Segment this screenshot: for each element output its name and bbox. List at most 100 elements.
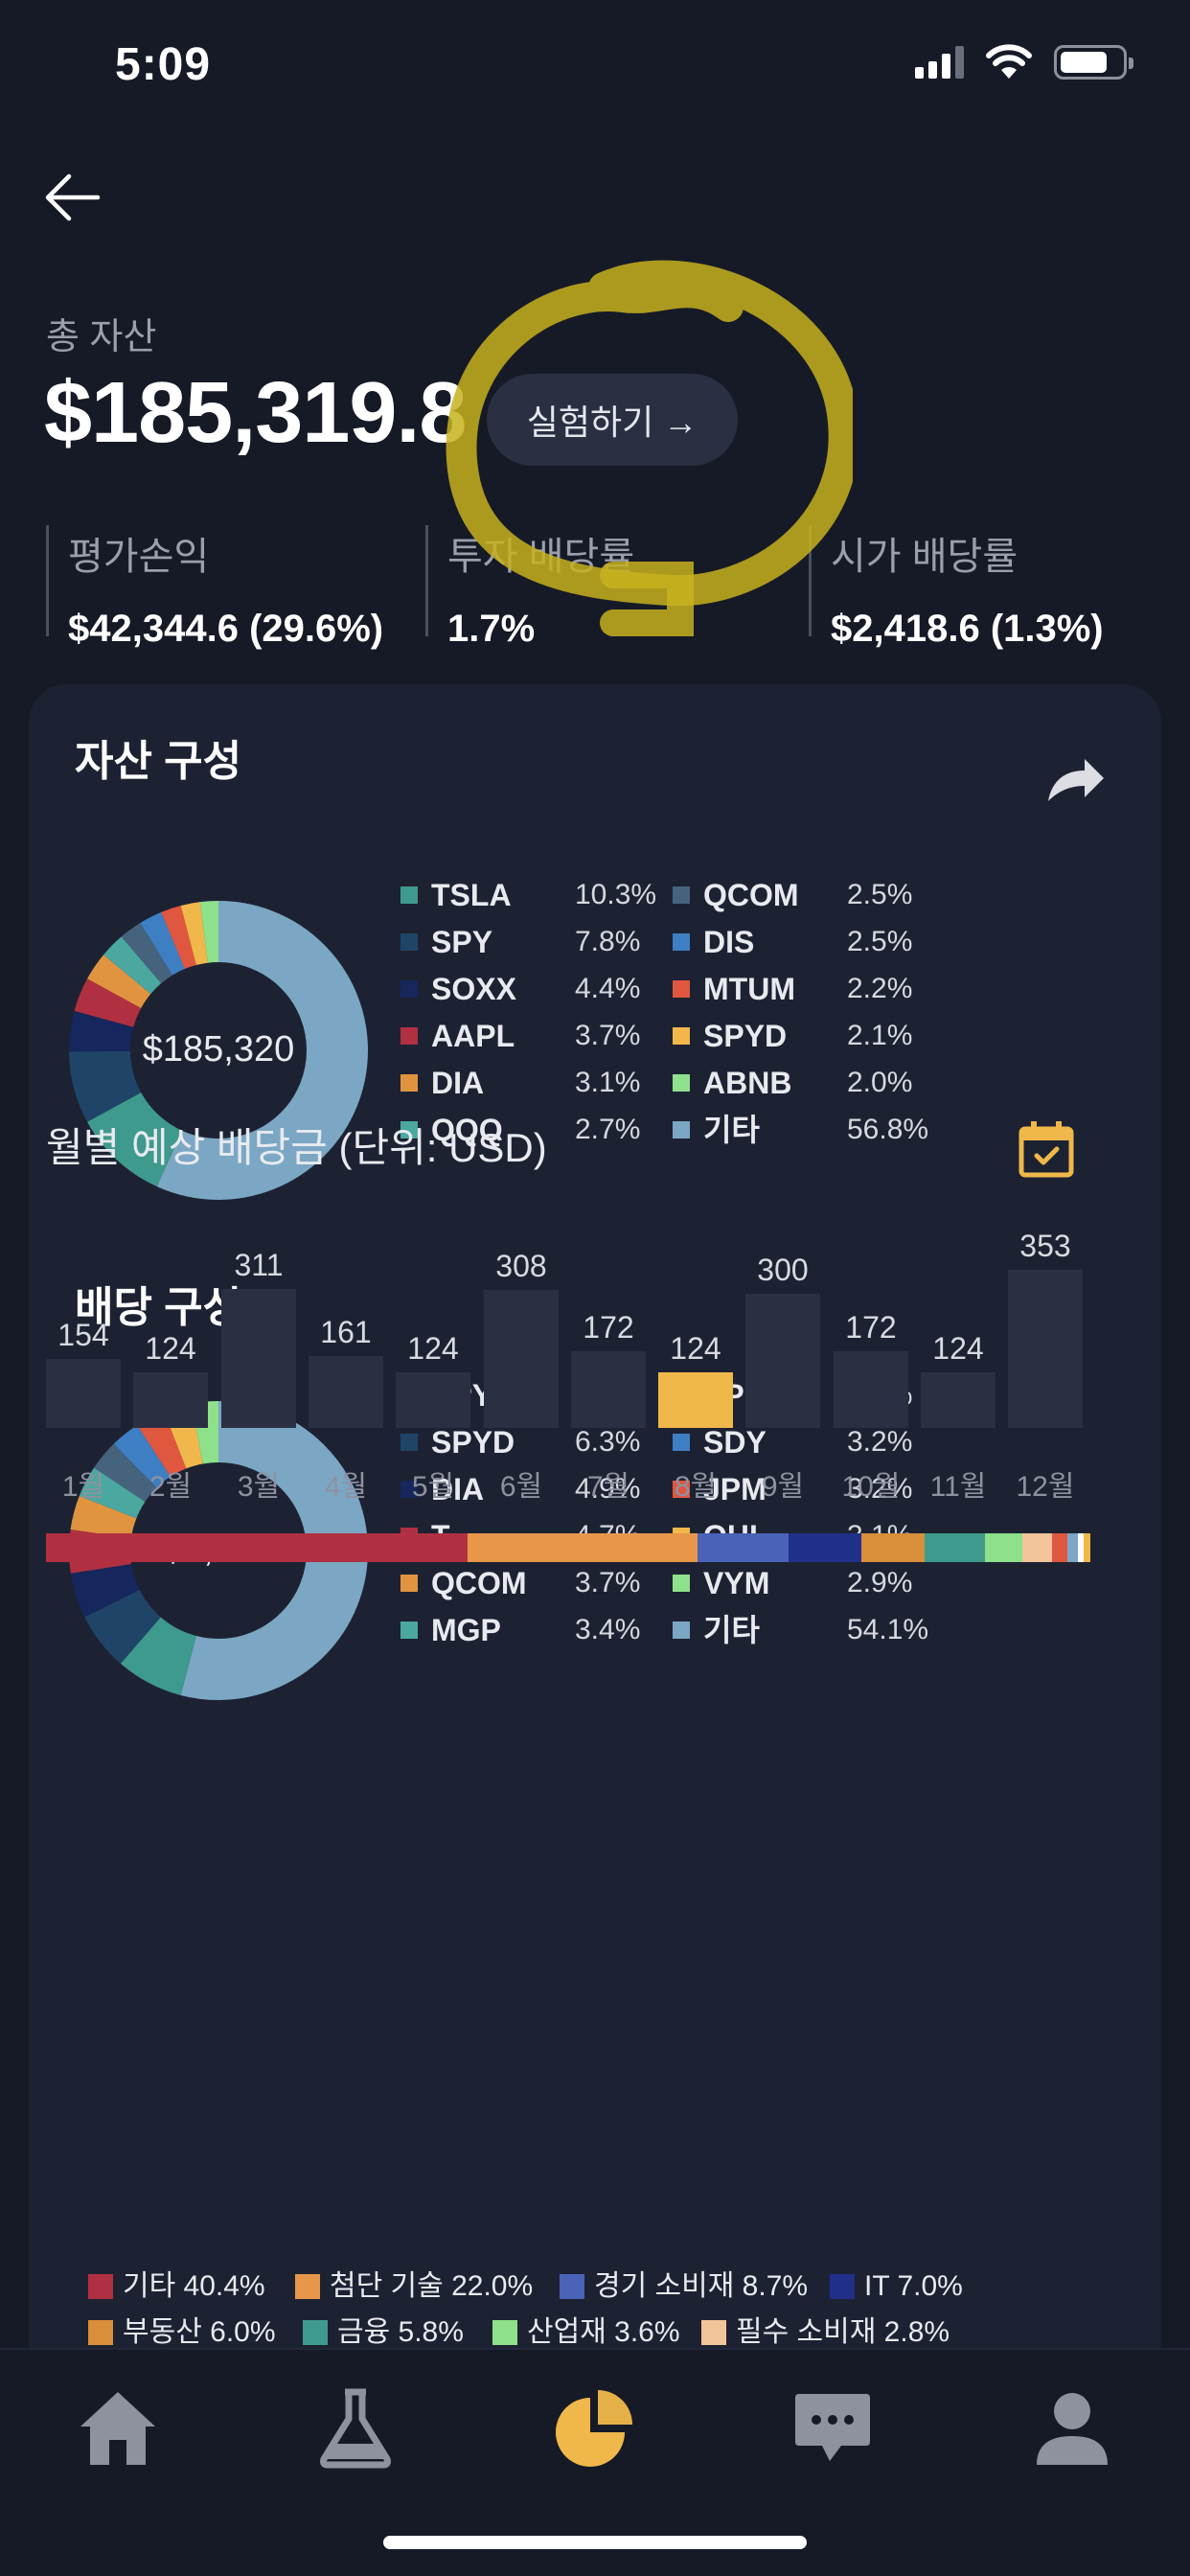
pie-chart-icon[interactable] — [552, 2384, 638, 2471]
sector-legend-label: 산업재 3.6% — [527, 2316, 680, 2348]
legend-name: ABNB — [703, 1066, 792, 1100]
sector-legend-item: IT 7.0% — [830, 2267, 963, 2306]
bar-value-label: 311 — [234, 1248, 284, 1282]
bar-5[interactable] — [396, 1372, 470, 1428]
bar-value-label: 161 — [320, 1315, 372, 1349]
legend-percent: 3.7% — [575, 1567, 641, 1598]
bar-value-label: 353 — [1019, 1229, 1071, 1263]
share-icon[interactable] — [1035, 742, 1111, 818]
stat-label: 시가 배당률 — [831, 536, 1018, 578]
sector-legend-item: 부동산 6.0% — [88, 2313, 276, 2352]
legend-swatch — [400, 980, 418, 998]
bar-month-label: 6월 — [499, 1471, 543, 1503]
legend-name: TSLA — [431, 878, 512, 912]
legend-swatch — [400, 1121, 418, 1138]
legend-percent: 3.2% — [847, 1473, 913, 1505]
legend-percent: 7.8% — [575, 926, 641, 957]
summary-stats: 평가손익 $42,344.6 (29.6%) 투자 배당률 1.7% 시가 배당… — [46, 525, 1157, 650]
legend-name: SPYD — [703, 1019, 788, 1053]
bar-month-label: 3월 — [237, 1471, 281, 1503]
asset-slice-soxx — [69, 901, 368, 1200]
bar-10[interactable] — [834, 1351, 908, 1428]
bar-month-label: 9월 — [761, 1471, 805, 1503]
calendar-check-icon[interactable] — [1016, 1119, 1077, 1181]
sector-segment — [698, 1533, 789, 1562]
legend-swatch — [295, 2274, 320, 2299]
home-icon[interactable] — [75, 2384, 161, 2471]
bar-2[interactable] — [133, 1372, 208, 1428]
sector-legend-label: 기타 40.4% — [123, 2270, 265, 2302]
legend-name: MTUM — [703, 972, 795, 1006]
legend-swatch — [673, 886, 690, 904]
bar-4[interactable] — [309, 1356, 383, 1428]
legend-name: QCOM — [703, 878, 799, 912]
sector-legend-label: 부동산 6.0% — [123, 2316, 276, 2348]
legend-percent: 4.4% — [575, 973, 641, 1004]
try-experiment-button[interactable]: 실험하기 → — [487, 374, 738, 466]
sector-legend-item: 기타 40.4% — [88, 2267, 265, 2306]
bar-8[interactable] — [658, 1372, 733, 1428]
monthly-dividend-chart: 154 1월 124 2월 311 3월 161 4월 124 5월 308 6월 172 7월 124 8월… — [46, 1198, 1090, 1505]
legend-percent: 2.1% — [847, 1020, 913, 1051]
sector-legend-item: 필수 소비재 2.8% — [701, 2313, 950, 2352]
profile-icon[interactable] — [1029, 2384, 1115, 2471]
sector-segment — [861, 1533, 925, 1562]
bar-month-label: 10월 — [841, 1471, 901, 1503]
sector-segment — [984, 1533, 1023, 1562]
legend-name: 기타 — [703, 1113, 760, 1147]
stat-unrealized-pl: 평가손익 $42,344.6 (29.6%) — [46, 525, 383, 650]
legend-swatch — [673, 1121, 690, 1138]
legend-swatch — [400, 1622, 418, 1639]
bar-6[interactable] — [484, 1290, 559, 1428]
bar-12[interactable] — [1008, 1270, 1083, 1428]
signal-icon — [915, 46, 964, 79]
sector-legend-item: 경기 소비재 8.7% — [560, 2267, 808, 2306]
legend-name: SPYD — [431, 1425, 515, 1460]
dividend-composition-title: 배당 구성 — [75, 1284, 242, 1331]
bar-9[interactable] — [745, 1294, 820, 1428]
legend-name: DIA — [431, 1066, 485, 1100]
status-icons — [915, 44, 1133, 80]
legend-swatch — [400, 1575, 418, 1592]
sector-segment — [46, 1533, 469, 1562]
sector-legend-label: 필수 소비재 2.8% — [736, 2316, 950, 2348]
bar-1[interactable] — [46, 1359, 121, 1428]
legend-name: SDY — [703, 1425, 767, 1460]
bar-7[interactable] — [571, 1351, 646, 1428]
stat-value: 1.7% — [447, 608, 536, 650]
stat-market-yield: 시가 배당률 $2,418.6 (1.3%) — [809, 525, 1104, 650]
stat-value: $42,344.6 (29.6%) — [68, 608, 384, 650]
legend-percent: 3.1% — [575, 1067, 641, 1098]
bar-value-label: 124 — [407, 1331, 459, 1366]
sector-segment — [788, 1533, 862, 1562]
status-time: 5:09 — [115, 39, 212, 90]
sector-segment — [924, 1533, 985, 1562]
sector-legend-item: 금융 5.8% — [303, 2313, 464, 2352]
legend-swatch — [88, 2274, 113, 2299]
bar-3[interactable] — [221, 1289, 296, 1428]
legend-name: SPY — [431, 925, 493, 959]
legend-swatch — [400, 886, 418, 904]
status-bar: 5:09 — [0, 0, 1190, 134]
bar-11[interactable] — [921, 1372, 995, 1428]
asset-slice-abnb — [69, 901, 368, 1200]
stat-investment-yield: 투자 배당률 1.7% — [425, 525, 634, 650]
chat-icon[interactable] — [790, 2384, 876, 2471]
bar-month-label: 12월 — [1016, 1471, 1075, 1503]
back-arrow-icon[interactable] — [42, 169, 103, 226]
legend-percent: 2.5% — [847, 879, 913, 910]
legend-percent: 2.0% — [847, 1067, 913, 1098]
wifi-icon — [986, 44, 1032, 79]
legend-swatch — [701, 2320, 726, 2345]
legend-percent: 2.9% — [847, 1567, 913, 1598]
legend-swatch — [830, 2274, 855, 2299]
home-indicator — [383, 2536, 807, 2549]
legend-swatch — [673, 1575, 690, 1592]
monthly-dividend-title: 월별 예상 배당금 (단위: USD) — [46, 1125, 547, 1170]
legend-name: AAPL — [431, 1019, 515, 1053]
bar-value-label: 300 — [757, 1253, 809, 1287]
flask-icon[interactable] — [312, 2384, 399, 2471]
legend-swatch — [400, 1434, 418, 1451]
dividend-slice-vym — [69, 1401, 368, 1700]
bar-value-label: 154 — [57, 1318, 109, 1352]
